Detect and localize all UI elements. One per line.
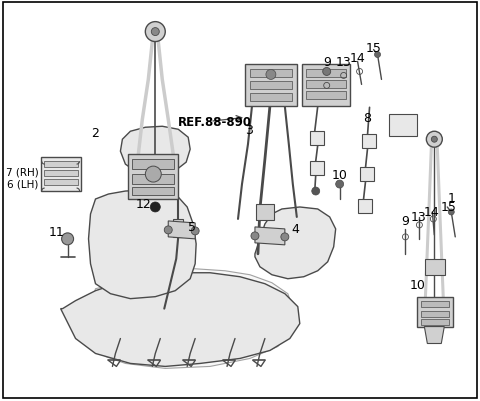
Circle shape	[323, 68, 331, 76]
Bar	[128, 155, 178, 200]
Bar	[306, 92, 346, 100]
Polygon shape	[255, 227, 285, 245]
Polygon shape	[88, 190, 196, 299]
Bar	[310, 132, 324, 146]
Text: REF.88-890: REF.88-890	[178, 115, 252, 128]
Bar	[250, 82, 292, 90]
Circle shape	[150, 203, 160, 213]
Text: 15: 15	[440, 201, 456, 214]
Text: 9: 9	[401, 215, 409, 228]
Bar	[421, 319, 449, 325]
Text: 13: 13	[410, 211, 426, 224]
Text: 2: 2	[92, 126, 99, 140]
Bar	[361, 135, 375, 149]
Circle shape	[191, 227, 199, 235]
Text: 10: 10	[409, 279, 425, 292]
Text: 8: 8	[363, 111, 372, 124]
Circle shape	[145, 22, 165, 43]
Bar	[132, 188, 174, 196]
Text: 14: 14	[350, 52, 365, 65]
Bar	[418, 297, 453, 327]
Circle shape	[251, 232, 259, 240]
Bar	[44, 162, 78, 168]
Polygon shape	[88, 269, 294, 369]
Text: 13: 13	[336, 56, 351, 69]
Text: 7 (RH): 7 (RH)	[6, 167, 39, 177]
Circle shape	[336, 180, 344, 188]
Circle shape	[374, 53, 381, 59]
Text: 15: 15	[366, 42, 382, 55]
Text: 9: 9	[323, 56, 331, 69]
Bar	[306, 81, 346, 89]
Polygon shape	[168, 221, 195, 239]
Circle shape	[281, 233, 289, 241]
Bar	[421, 311, 449, 317]
Bar	[425, 259, 445, 275]
Bar	[389, 115, 418, 137]
Polygon shape	[424, 327, 444, 344]
Bar	[41, 158, 81, 192]
Bar	[310, 162, 324, 176]
Bar	[245, 65, 297, 107]
Polygon shape	[60, 273, 300, 367]
Bar	[132, 175, 174, 184]
Text: 11: 11	[49, 226, 64, 239]
Bar	[256, 205, 274, 221]
Bar	[358, 200, 372, 213]
Bar	[44, 171, 78, 177]
Polygon shape	[255, 207, 336, 279]
Text: 1: 1	[447, 191, 455, 204]
Circle shape	[312, 188, 320, 196]
Text: 10: 10	[332, 168, 348, 181]
Circle shape	[266, 70, 276, 80]
Bar	[173, 219, 183, 237]
Bar	[132, 160, 174, 170]
Bar	[306, 70, 346, 78]
Text: 6 (LH): 6 (LH)	[7, 178, 38, 188]
Text: 3: 3	[245, 124, 253, 136]
Bar	[250, 94, 292, 102]
Text: 4: 4	[292, 223, 300, 236]
Circle shape	[448, 209, 454, 215]
Bar	[44, 180, 78, 186]
Text: 5: 5	[188, 221, 196, 234]
Bar	[250, 70, 292, 78]
Circle shape	[164, 226, 172, 234]
Polygon shape	[120, 127, 190, 173]
Bar	[302, 65, 349, 107]
Circle shape	[432, 137, 437, 143]
Circle shape	[426, 132, 442, 148]
Bar	[360, 168, 373, 182]
Text: 12: 12	[135, 198, 151, 211]
Text: 14: 14	[423, 206, 439, 219]
Circle shape	[145, 167, 161, 182]
Bar	[421, 301, 449, 307]
Circle shape	[61, 233, 73, 245]
Circle shape	[151, 28, 159, 36]
